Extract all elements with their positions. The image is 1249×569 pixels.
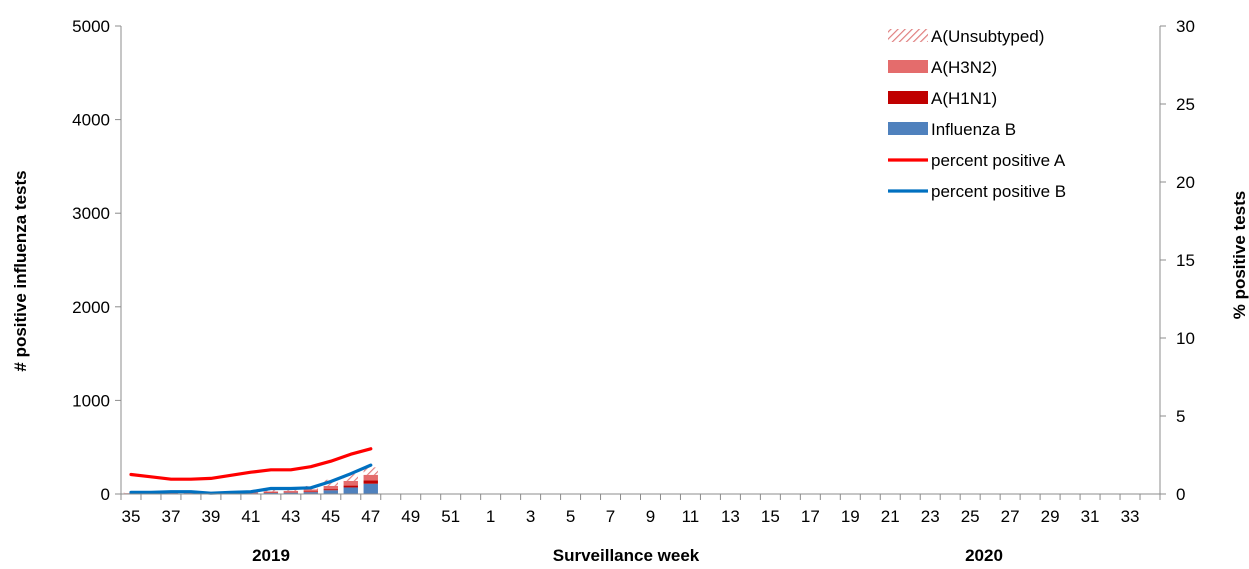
- bar-influenza-b-46: [343, 487, 358, 494]
- bar-a-h1n1--47: [363, 480, 378, 484]
- x-tick-label: 37: [161, 507, 180, 526]
- bar-a-h1n1--46: [343, 485, 358, 488]
- y-left-tick-label: 4000: [72, 111, 110, 130]
- x-tick-label: 7: [606, 507, 615, 526]
- bar-a-h3n2--42: [263, 491, 279, 493]
- x-tick-label: 17: [801, 507, 820, 526]
- x-tick-label: 39: [201, 507, 220, 526]
- x-tick-label: 5: [566, 507, 575, 526]
- x-tick-label: 21: [881, 507, 900, 526]
- year-label-2019: 2019: [252, 546, 290, 565]
- line-percent-positive-a: [129, 447, 373, 481]
- x-tick-label: 27: [1001, 507, 1020, 526]
- y-left-tick-label: 1000: [72, 391, 110, 410]
- y-right-tick-label: 25: [1176, 95, 1195, 114]
- x-tick-label: 49: [401, 507, 420, 526]
- legend-label: Influenza B: [931, 120, 1016, 139]
- bar-influenza-b-44: [303, 492, 319, 494]
- y-left-tick-label: 3000: [72, 204, 110, 223]
- x-tick-label: 47: [361, 507, 380, 526]
- x-tick-label: 11: [682, 507, 700, 526]
- bar-a-h1n1--44: [303, 491, 319, 493]
- legend-swatch: [888, 122, 928, 135]
- legend-label: A(Unsubtyped): [931, 27, 1044, 46]
- bar-influenza-b-47: [363, 483, 378, 494]
- bar-a-h3n2--45: [323, 485, 338, 490]
- y-right-tick-label: 15: [1176, 251, 1195, 270]
- x-tick-label: 15: [761, 507, 780, 526]
- x-tick-label: 45: [321, 507, 340, 526]
- bar-influenza-b-43: [283, 492, 299, 494]
- x-tick-label: 19: [841, 507, 860, 526]
- x-tick-label: 25: [961, 507, 980, 526]
- y-right-tick-label: 20: [1176, 173, 1195, 192]
- bar-a-h3n2--44: [303, 489, 319, 492]
- y-axis-right-title: % positive tests: [1230, 191, 1249, 320]
- y-left-tick-label: 5000: [72, 17, 110, 36]
- bar-a-h3n2--43: [283, 490, 299, 493]
- legend-label: A(H1N1): [931, 89, 997, 108]
- x-axis-title: Surveillance week: [553, 546, 700, 565]
- y-right-tick-label: 0: [1176, 485, 1185, 504]
- legend-label: percent positive A: [931, 151, 1066, 170]
- x-tick-label: 23: [921, 507, 940, 526]
- legend-label: percent positive B: [931, 182, 1066, 201]
- y-right-tick-label: 10: [1176, 329, 1195, 348]
- x-tick-label: 41: [241, 507, 260, 526]
- legend-swatch: [888, 60, 928, 73]
- legend-swatch: [888, 91, 928, 104]
- legend-swatch: [888, 29, 928, 42]
- x-tick-label: 43: [281, 507, 300, 526]
- bar-a-h1n1--45: [323, 489, 338, 491]
- x-tick-label: 31: [1081, 507, 1100, 526]
- bar-a-unsubtyped--46: [343, 473, 358, 481]
- legend-label: A(H3N2): [931, 58, 997, 77]
- x-tick-label: 1: [486, 507, 495, 526]
- bar-a-h3n2--46: [343, 480, 358, 486]
- y-axis-left-title: # positive influenza tests: [11, 170, 30, 371]
- x-tick-label: 9: [646, 507, 655, 526]
- bar-influenza-b-45: [323, 490, 338, 494]
- bar-a-h3n2--47: [363, 474, 378, 481]
- x-tick-label: 3: [526, 507, 535, 526]
- x-tick-label: 35: [122, 507, 141, 526]
- y-left-tick-label: 2000: [72, 298, 110, 317]
- y-right-tick-label: 30: [1176, 17, 1195, 36]
- year-label-2020: 2020: [965, 546, 1003, 565]
- bar-a-unsubtyped--47: [363, 467, 378, 475]
- line-percent-positive-b: [129, 463, 373, 495]
- bar-influenza-b-42: [263, 492, 279, 494]
- x-tick-label: 33: [1121, 507, 1140, 526]
- y-right-tick-label: 5: [1176, 407, 1185, 426]
- x-tick-label: 29: [1041, 507, 1060, 526]
- y-left-tick-label: 0: [101, 485, 110, 504]
- x-tick-label: 13: [721, 507, 740, 526]
- x-tick-label: 51: [441, 507, 460, 526]
